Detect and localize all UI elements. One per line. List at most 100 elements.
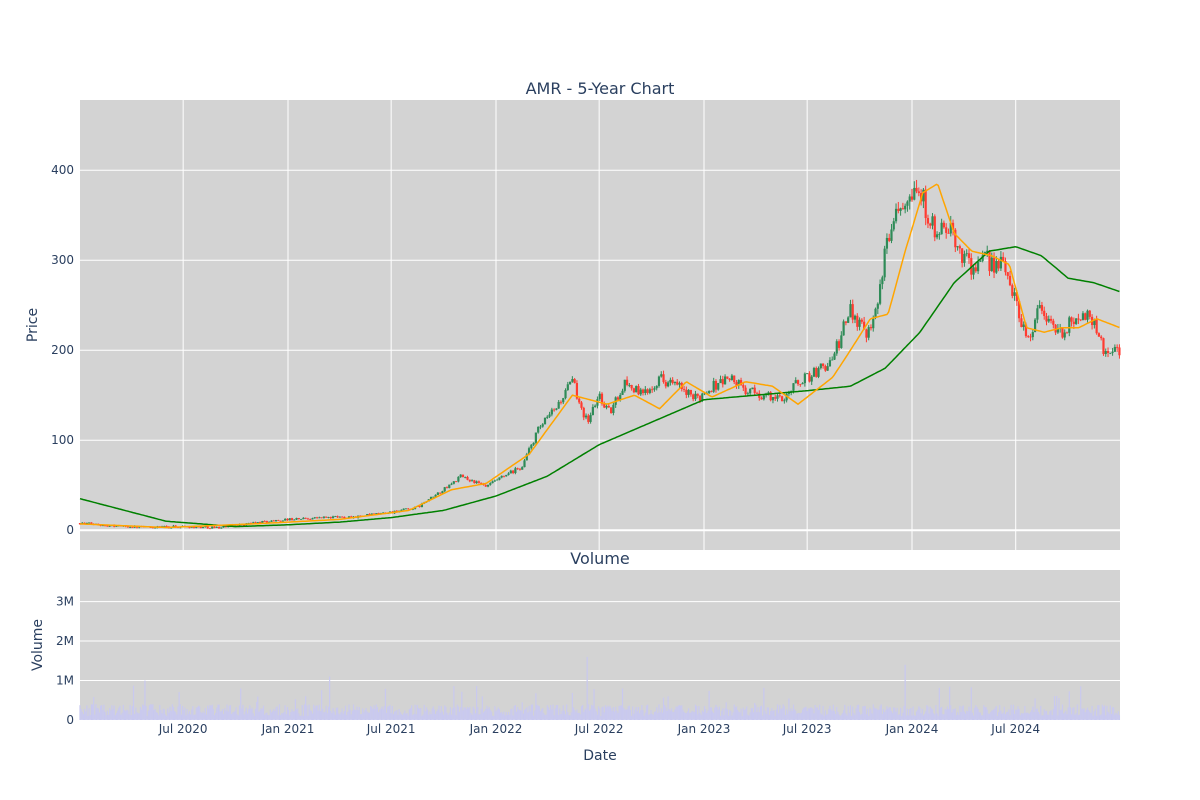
- volume-bar: [1019, 715, 1021, 720]
- volume-bar: [1059, 710, 1061, 720]
- volume-bar: [300, 715, 302, 720]
- volume-bar: [768, 714, 771, 720]
- volume-bar: [646, 704, 649, 720]
- volume-bar: [148, 705, 151, 720]
- volume-bar: [1075, 713, 1077, 720]
- volume-bar: [252, 713, 254, 720]
- volume-bar: [465, 709, 467, 720]
- volume-bar: [794, 709, 796, 720]
- volume-bar: [937, 715, 939, 720]
- candle-body: [1027, 336, 1030, 337]
- volume-bar: [120, 714, 122, 720]
- volume-bar: [804, 707, 806, 720]
- candle-body: [847, 317, 850, 323]
- volume-bar: [991, 710, 993, 720]
- volume-bar: [446, 712, 448, 720]
- volume-bar: [85, 711, 87, 720]
- volume-bar: [913, 715, 915, 720]
- volume-bar: [316, 705, 318, 720]
- candle-body: [646, 389, 649, 393]
- volume-y-tick-label: 2M: [56, 634, 74, 648]
- volume-bar: [628, 705, 630, 720]
- volume-bar: [649, 714, 651, 720]
- volume-bar: [177, 706, 179, 720]
- candle-body: [669, 379, 672, 383]
- candle-body: [758, 393, 761, 398]
- candle-body: [445, 487, 449, 489]
- candle-body: [737, 380, 740, 386]
- volume-bar: [114, 715, 116, 720]
- candle-body: [739, 380, 743, 386]
- volume-bar: [258, 711, 260, 720]
- volume-bar: [670, 708, 673, 720]
- candle-body: [945, 227, 948, 233]
- volume-bar: [213, 715, 216, 720]
- candle-body: [534, 432, 537, 443]
- volume-bar: [960, 711, 962, 720]
- candle-body: [933, 216, 936, 238]
- volume-bar: [656, 707, 658, 720]
- volume-bar: [1110, 713, 1113, 720]
- candle-body: [721, 379, 724, 385]
- candle-body: [484, 485, 487, 487]
- volume-bar: [1024, 706, 1026, 720]
- volume-bar: [968, 706, 970, 720]
- volume-bar: [995, 705, 997, 720]
- volume-bar: [876, 708, 878, 720]
- volume-bar: [121, 712, 123, 720]
- volume-bar: [954, 708, 956, 720]
- volume-bar: [988, 713, 991, 720]
- volume-bar: [654, 711, 657, 720]
- volume-bar: [713, 712, 715, 720]
- volume-bar: [124, 710, 127, 720]
- volume-bar: [338, 713, 340, 720]
- volume-bar: [593, 689, 595, 720]
- volume-bar: [351, 710, 353, 720]
- volume-bar: [894, 707, 896, 720]
- candle-body: [644, 389, 647, 394]
- volume-bar: [277, 715, 279, 720]
- candle-body: [967, 253, 971, 258]
- candle-body: [188, 527, 191, 528]
- candle-body: [90, 522, 93, 525]
- candle-body: [730, 375, 734, 380]
- volume-bar: [780, 709, 782, 720]
- volume-bar: [615, 706, 617, 720]
- volume-bar: [694, 704, 697, 720]
- volume-bar: [88, 708, 90, 720]
- volume-bar: [1078, 714, 1081, 720]
- candle-body: [974, 267, 977, 272]
- candle-body: [1038, 305, 1041, 309]
- volume-bar: [675, 706, 677, 720]
- volume-bar: [238, 705, 241, 720]
- volume-bar: [636, 711, 638, 720]
- candle-body: [954, 229, 957, 248]
- candle-body: [539, 426, 542, 428]
- volume-bar: [738, 711, 740, 720]
- candle-body: [575, 383, 579, 399]
- volume-bar: [1109, 705, 1111, 720]
- candle-body: [869, 327, 873, 329]
- volume-bar: [1033, 712, 1035, 720]
- volume-bar: [862, 706, 864, 720]
- volume-bar: [909, 709, 911, 720]
- volume-bar: [145, 706, 147, 720]
- volume-bar: [567, 712, 569, 720]
- candle-body: [498, 477, 501, 480]
- candle-body: [694, 393, 697, 400]
- volume-bar: [619, 705, 621, 720]
- volume-bar: [873, 707, 875, 720]
- volume-bar: [97, 708, 99, 720]
- volume-bar: [506, 714, 508, 720]
- volume-bar: [131, 705, 134, 720]
- volume-bar: [454, 707, 456, 720]
- x-tick-label: Jan 2022: [469, 722, 523, 736]
- volume-bar: [424, 711, 426, 720]
- volume-bar: [971, 712, 974, 720]
- candle-body: [776, 395, 779, 399]
- candle-body: [268, 521, 271, 523]
- volume-bar: [115, 713, 118, 720]
- volume-bar: [482, 712, 485, 720]
- volume-bar: [547, 707, 550, 720]
- candle-body: [910, 196, 914, 200]
